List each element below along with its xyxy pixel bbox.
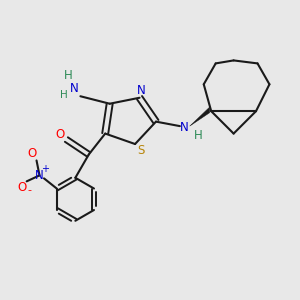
Text: N: N — [35, 169, 44, 182]
Text: +: + — [41, 164, 50, 174]
Text: N: N — [70, 82, 78, 95]
Polygon shape — [190, 107, 210, 126]
Text: S: S — [137, 144, 144, 157]
Text: H: H — [194, 130, 203, 142]
Text: O: O — [17, 182, 26, 194]
Text: H: H — [64, 69, 72, 82]
Text: H: H — [59, 90, 67, 100]
Text: O: O — [27, 147, 37, 161]
Text: -: - — [28, 185, 32, 195]
Text: O: O — [55, 128, 64, 141]
Text: N: N — [180, 121, 189, 134]
Text: N: N — [137, 84, 146, 97]
